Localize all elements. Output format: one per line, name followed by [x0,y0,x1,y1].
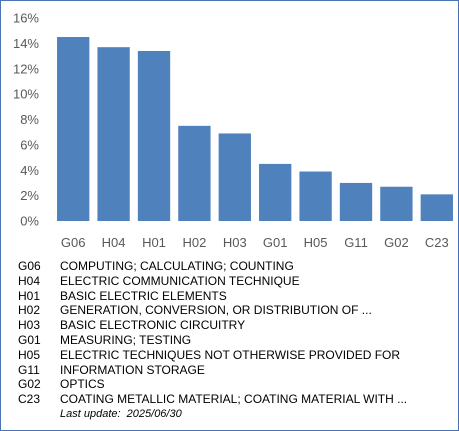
legend-row: G11 INFORMATION STORAGE [18,363,448,378]
last-update-text: Last update: 2025/06/30 [60,408,182,420]
legend-row: H04 ELECTRIC COMMUNICATION TECHNIQUE [18,274,448,289]
y-tick-label: 4% [20,163,39,178]
x-tick-label: G01 [263,235,288,250]
legend-row: G02 OPTICS [18,377,448,392]
legend-description: ELECTRIC COMMUNICATION TECHNIQUE [60,273,300,288]
x-tick-label: G06 [61,235,86,250]
y-tick-label: 10% [13,87,39,102]
legend-row: H02 GENERATION, CONVERSION, OR DISTRIBUTI… [18,303,448,318]
legend-row: G01 MEASURING; TESTING [18,333,448,348]
x-tick-label: G02 [384,235,409,250]
y-tick-label: 12% [13,61,39,76]
bar-h02 [178,125,211,221]
legend-row: G06 COMPUTING; CALCULATING; COUNTING [18,259,448,274]
x-tick-label: H01 [142,235,166,250]
bar-g06 [57,37,90,221]
legend-code: G01 [18,332,41,347]
legend-row: C23 COATING METALLIC MATERIAL; COATING MA… [18,392,448,407]
bar-h03 [218,133,251,221]
legend-description: MEASURING; TESTING [60,332,192,347]
bar-h04 [97,47,130,222]
legend-row: H05 ELECTRIC TECHNIQUES NOT OTHERWISE PRO… [18,348,448,363]
bar-g02 [380,186,413,221]
bar-g11 [339,182,373,221]
y-tick-label: 8% [20,112,39,127]
y-tick-label: 14% [13,36,39,51]
legend-description: OPTICS [60,377,105,392]
legend-description: GENERATION, CONVERSION, OR DISTRIBUTION … [60,303,372,318]
x-tick-label: H03 [223,235,247,250]
bars [57,37,453,222]
legend-description: ELECTRIC TECHNIQUES NOT OTHERWISE PROVID… [60,347,401,362]
category-legend: G06 COMPUTING; CALCULATING; COUNTING H04 EL… [18,259,448,407]
y-tick-label: 0% [20,214,39,229]
legend-code: H02 [18,303,41,318]
legend-description: BASIC ELECTRIC ELEMENTS [60,288,227,303]
bar-c23 [420,194,453,221]
bar-chart: 0%2%4%6%8%10%12%14%16% G06 H04 H01 H02 H03 G0… [13,11,453,250]
legend-row: H03 BASIC ELECTRONIC CIRCUITRY [18,318,448,333]
legend-description: COATING METALLIC MATERIAL; COATING MATER… [60,392,408,407]
bar-h05 [299,171,332,221]
x-tick-label: H02 [182,235,206,250]
x-tick-label: G11 [344,235,368,250]
legend-code: H04 [18,273,41,288]
legend-code: H05 [18,347,41,362]
y-tick-label: 6% [20,137,39,152]
legend-code: G06 [18,259,41,273]
legend-description: COMPUTING; CALCULATING; COUNTING [60,259,294,273]
legend-code: G02 [18,377,41,392]
bar-h01 [137,50,171,221]
x-tick-label: H04 [102,235,126,250]
legend-description: INFORMATION STORAGE [60,362,205,377]
legend-code: H01 [18,288,41,303]
legend-description: BASIC ELECTRONIC CIRCUITRY [60,318,246,333]
legend-code: H03 [18,318,41,333]
legend-row: H01 BASIC ELECTRIC ELEMENTS [18,289,448,304]
y-axis: 0% 2% 4% 6% 8% 10% 12% 14% 16% [13,11,39,229]
y-tick-label: 16% [13,11,39,26]
x-tick-label: C23 [425,235,449,250]
x-axis: G06 H04 H01 H02 H03 G01 H05 G11 G02 C23 [61,235,449,250]
bar-g01 [259,163,292,221]
x-tick-label: H05 [304,235,328,250]
legend-code: G11 [18,362,40,377]
legend-code: C23 [18,392,41,407]
y-tick-label: 2% [20,188,39,203]
